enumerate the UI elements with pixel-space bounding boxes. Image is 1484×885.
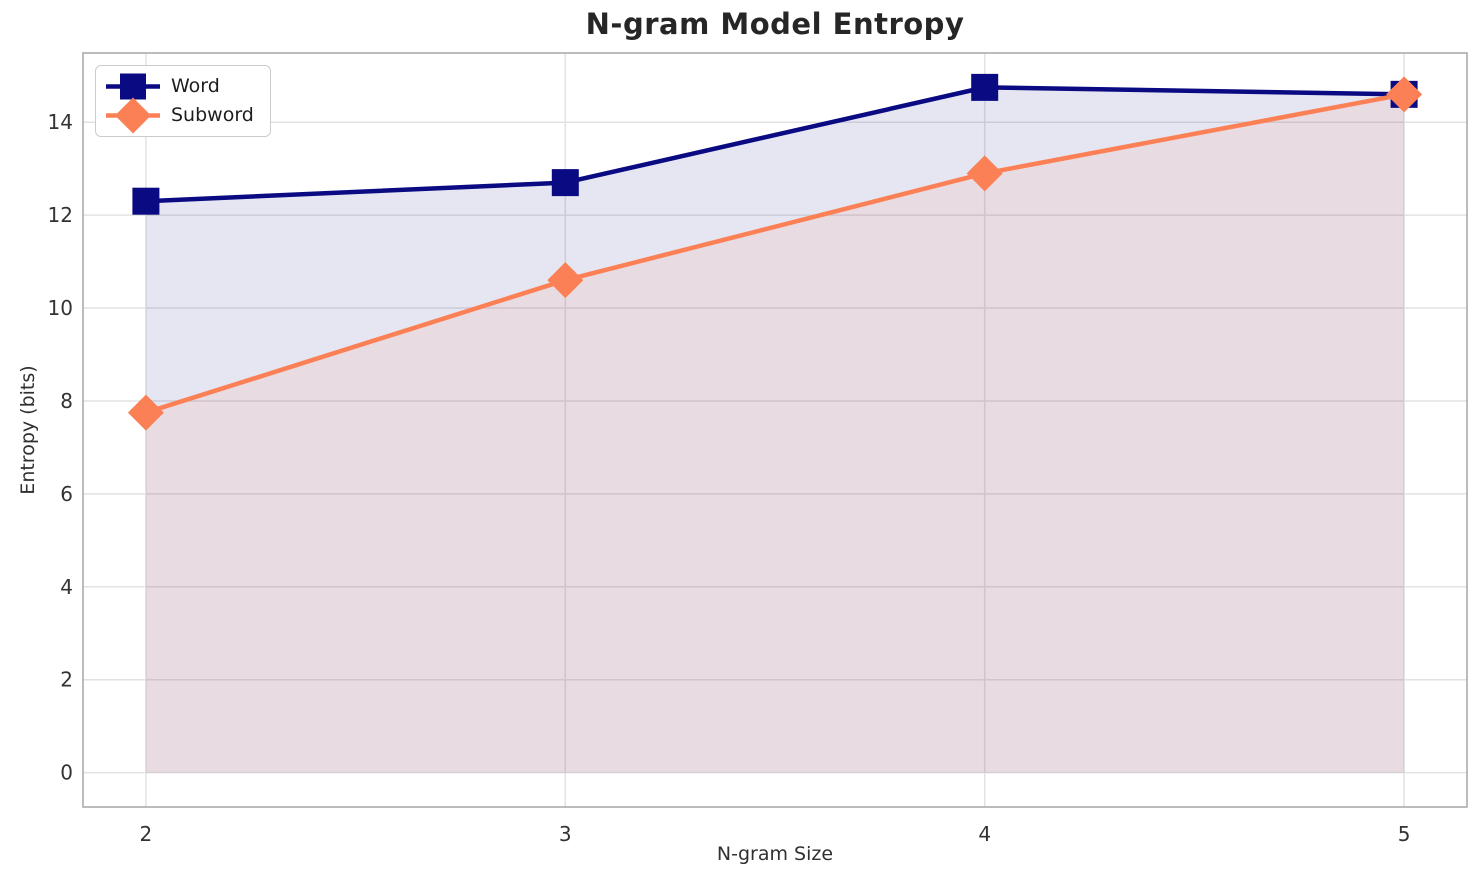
marker-subword-n3 [547, 262, 584, 299]
legend-label-word: Word [171, 75, 220, 97]
area-fill-subword [145, 94, 1405, 773]
x-tick-label-4: 4 [978, 822, 991, 846]
y-tick-label-4: 4 [60, 575, 73, 599]
x-tick-label-3: 3 [559, 822, 572, 846]
subword-legend-diamond-icon [115, 97, 151, 134]
legend: Word Subword [95, 65, 271, 137]
y-tick-label-8: 8 [60, 389, 73, 413]
legend-item-word: Word [104, 72, 254, 101]
y-tick-label-2: 2 [60, 668, 73, 692]
series-line-word [145, 85, 1405, 204]
x-tick-label-5: 5 [1398, 822, 1411, 846]
subword-legend-marker [106, 97, 160, 134]
axes-spines [82, 52, 1468, 808]
y-tick-label-0: 0 [60, 761, 73, 785]
y-tick-label-14: 14 [48, 110, 73, 134]
area-fill-word [145, 87, 1405, 773]
y-tick-label-6: 6 [60, 482, 73, 506]
legend-label-subword: Subword [171, 104, 254, 126]
x-tick-label-2: 2 [140, 822, 153, 846]
y-tick-label-12: 12 [48, 203, 73, 227]
marker-word-n3 [551, 169, 579, 197]
y-axis-label: Entropy (bits) [17, 365, 39, 495]
marker-subword-n2 [127, 394, 164, 431]
marker-word-n2 [132, 187, 160, 215]
marker-subword-n4 [966, 155, 1003, 192]
word-legend-marker [106, 73, 160, 100]
legend-item-subword: Subword [104, 97, 254, 134]
marker-word-n4 [971, 73, 999, 101]
word-legend-square-icon [120, 73, 146, 100]
y-tick-label-10: 10 [48, 296, 73, 320]
x-axis-label: N-gram Size [716, 843, 834, 865]
chart-title: N-gram Model Entropy [585, 7, 965, 41]
series-line-subword [145, 92, 1405, 415]
marker-subword-n5 [1386, 76, 1423, 113]
